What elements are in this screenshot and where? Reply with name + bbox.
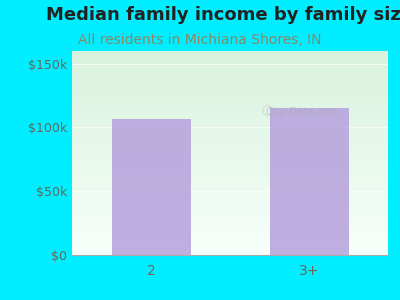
Title: Median family income by family size: Median family income by family size [46, 6, 400, 24]
Bar [270, 108, 348, 255]
Text: City-Data.com: City-Data.com [266, 107, 340, 117]
Bar [112, 118, 190, 255]
Text: All residents in Michiana Shores, IN: All residents in Michiana Shores, IN [78, 34, 322, 47]
Text: ○: ○ [261, 105, 272, 118]
